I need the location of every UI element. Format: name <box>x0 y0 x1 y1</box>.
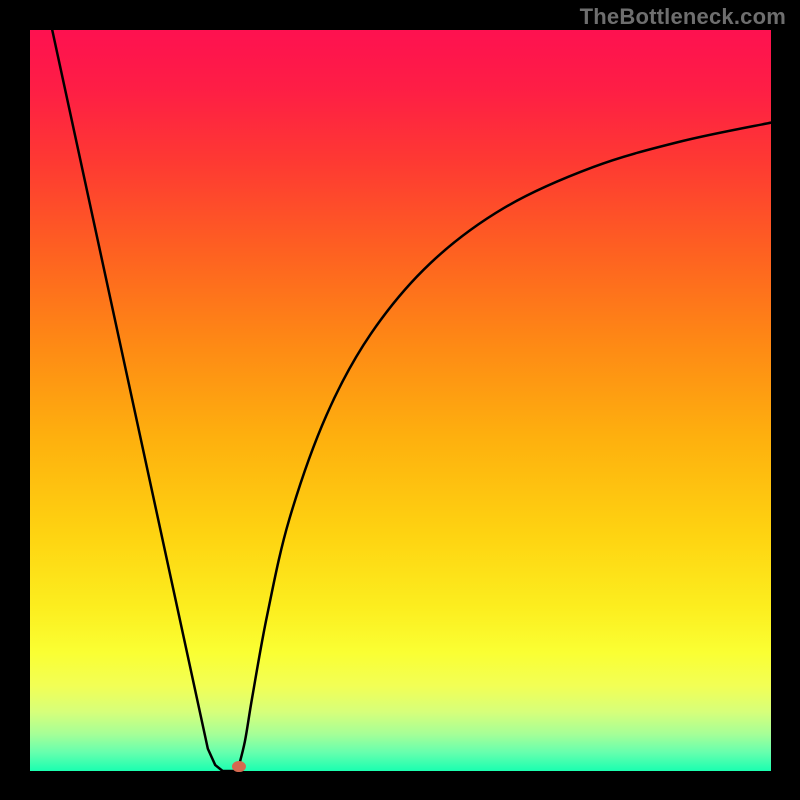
chart-container: { "watermark": { "text": "TheBottleneck.… <box>0 0 800 800</box>
minimum-marker <box>232 761 246 772</box>
watermark-text: TheBottleneck.com <box>580 4 786 30</box>
plot-background <box>30 30 771 771</box>
bottleneck-chart <box>0 0 800 800</box>
